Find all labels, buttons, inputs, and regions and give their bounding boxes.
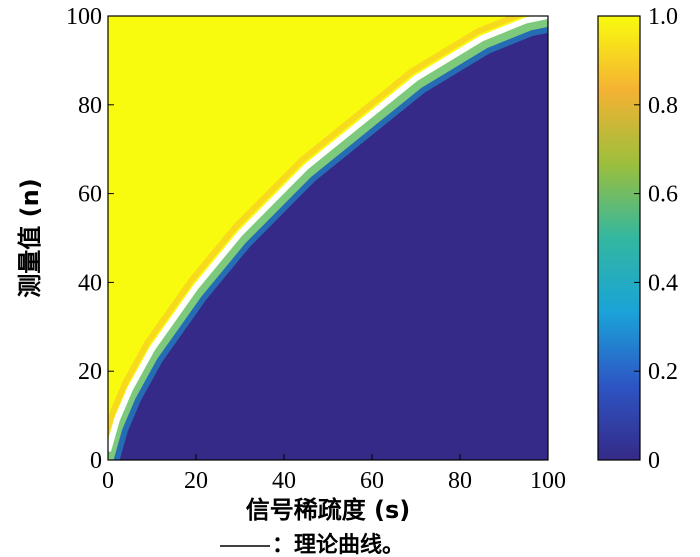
colorbar [597,15,641,461]
x-tick-label: 0 [102,468,114,494]
caption: ：理论曲线。 [272,532,404,557]
theoretical-curve [108,16,548,452]
y-tick-label: 60 [78,182,102,208]
transition-band [108,18,548,460]
colorbar-tick-label: 0.6 [648,182,678,208]
y-tick-label: 80 [78,93,102,119]
failure-region [108,26,548,460]
y-tick-label: 0 [90,448,102,474]
colorbar-tick-label: 0.4 [648,270,678,296]
colorbar-tick-label: 0 [648,448,660,474]
x-tick-label: 40 [272,468,296,494]
y-tick-label: 40 [78,270,102,296]
colorbar-tick-label: 0.2 [648,359,678,385]
y-tick-label: 20 [78,359,102,385]
colorbar-tick-label: 1.0 [648,4,678,30]
plot-frame [107,15,549,461]
x-tick-label: 80 [448,468,472,494]
transition-band-upper [108,16,526,440]
y-tick-label: 100 [66,4,102,30]
x-tick-label: 100 [530,468,566,494]
x-tick-label: 60 [360,468,384,494]
colorbar-tick-label: 0.8 [648,93,678,119]
colorbar-ticks: 0 0.2 0.4 0.6 0.8 1.0 [634,4,678,474]
y-axis-ticks: 0 20 40 60 80 100 [66,4,114,474]
x-axis-label: 信号稀疏度 (s) [246,496,411,524]
x-axis-ticks: 0 20 40 60 80 100 [102,454,566,494]
x-tick-label: 20 [184,468,208,494]
y-axis-label: 测量值 (n) [16,178,44,297]
heatmap-plot [108,16,548,460]
